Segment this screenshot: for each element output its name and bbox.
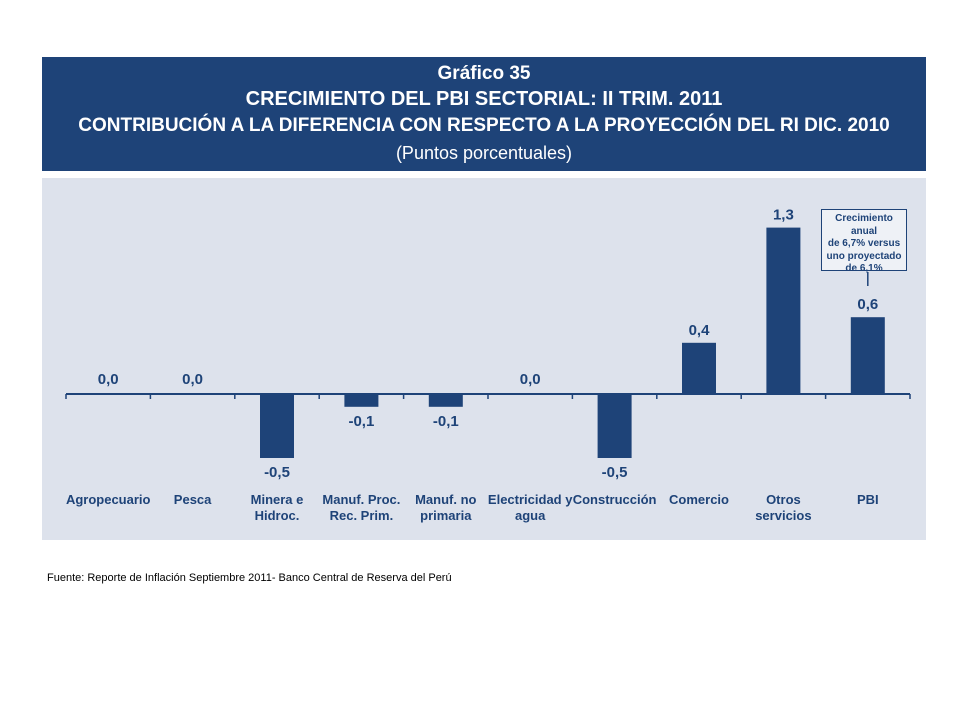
- plot-area: 0,0 Agropecuario 0,0 Pesca -0,5 Minera e Hidro…: [42, 178, 926, 540]
- annotation-line: de 6,1%: [845, 263, 883, 274]
- category-label: Agropecuario: [66, 492, 151, 507]
- chart-title: CRECIMIENTO DEL PBI SECTORIAL: II TRIM. …: [245, 88, 723, 110]
- bar-4: [428, 394, 463, 407]
- data-label: 0,6: [857, 296, 878, 313]
- category-label: PBI: [857, 492, 879, 507]
- bar-9: [850, 317, 885, 394]
- category-label: Manuf. no: [415, 492, 476, 507]
- header-divider: [42, 171, 926, 178]
- chart-header: Gráfico 35 CRECIMIENTO DEL PBI SECTORIAL…: [42, 57, 926, 171]
- category-label: Electricidad y: [488, 492, 573, 507]
- data-label: 0,0: [520, 371, 541, 388]
- category-label: agua: [515, 508, 546, 523]
- pbi-annotation-box: Crecimiento anual de 6,7% versus uno pro…: [821, 209, 907, 274]
- bar-8: [766, 227, 801, 394]
- category-label: Hidroc.: [255, 508, 300, 523]
- chart-title-line2: CONTRIBUCIÓN A LA DIFERENCIA CON RESPECT…: [78, 115, 890, 136]
- data-label: -0,5: [264, 464, 290, 481]
- category-label: Manuf. Proc.: [322, 492, 400, 507]
- bar-chart: 0,0 Agropecuario 0,0 Pesca -0,5 Minera eHidro…: [65, 207, 911, 523]
- bar-7: [682, 342, 716, 394]
- chart-number: Gráfico 35: [437, 63, 531, 84]
- category-label: Pesca: [174, 492, 212, 507]
- category-label: Otros: [766, 492, 801, 507]
- data-label: -0,1: [433, 413, 459, 430]
- data-label: -0,1: [348, 413, 374, 430]
- data-label: 0,0: [182, 371, 203, 388]
- chart-subtitle: (Puntos porcentuales): [395, 143, 573, 163]
- data-label: -0,5: [602, 464, 628, 481]
- bar-3: [344, 394, 379, 407]
- annotation-line: uno proyectado: [826, 250, 902, 262]
- category-label: Comercio: [669, 492, 729, 507]
- category-label: primaria: [420, 508, 472, 523]
- category-label: servicios: [755, 508, 811, 523]
- source-note: Fuente: Reporte de Inflación Septiembre …: [47, 572, 452, 584]
- data-label: 0,0: [98, 371, 119, 388]
- category-label: Minera e: [251, 492, 304, 507]
- annotation-line: de 6,7% versus: [827, 238, 901, 249]
- bar-2: [260, 394, 294, 458]
- bar-6: [597, 394, 632, 458]
- data-label: 0,4: [689, 322, 711, 339]
- annotation-line: Crecimiento anual: [835, 213, 893, 237]
- category-label: Rec. Prim.: [330, 508, 394, 523]
- data-label: 1,3: [773, 207, 794, 224]
- category-label: Construcción: [573, 492, 657, 507]
